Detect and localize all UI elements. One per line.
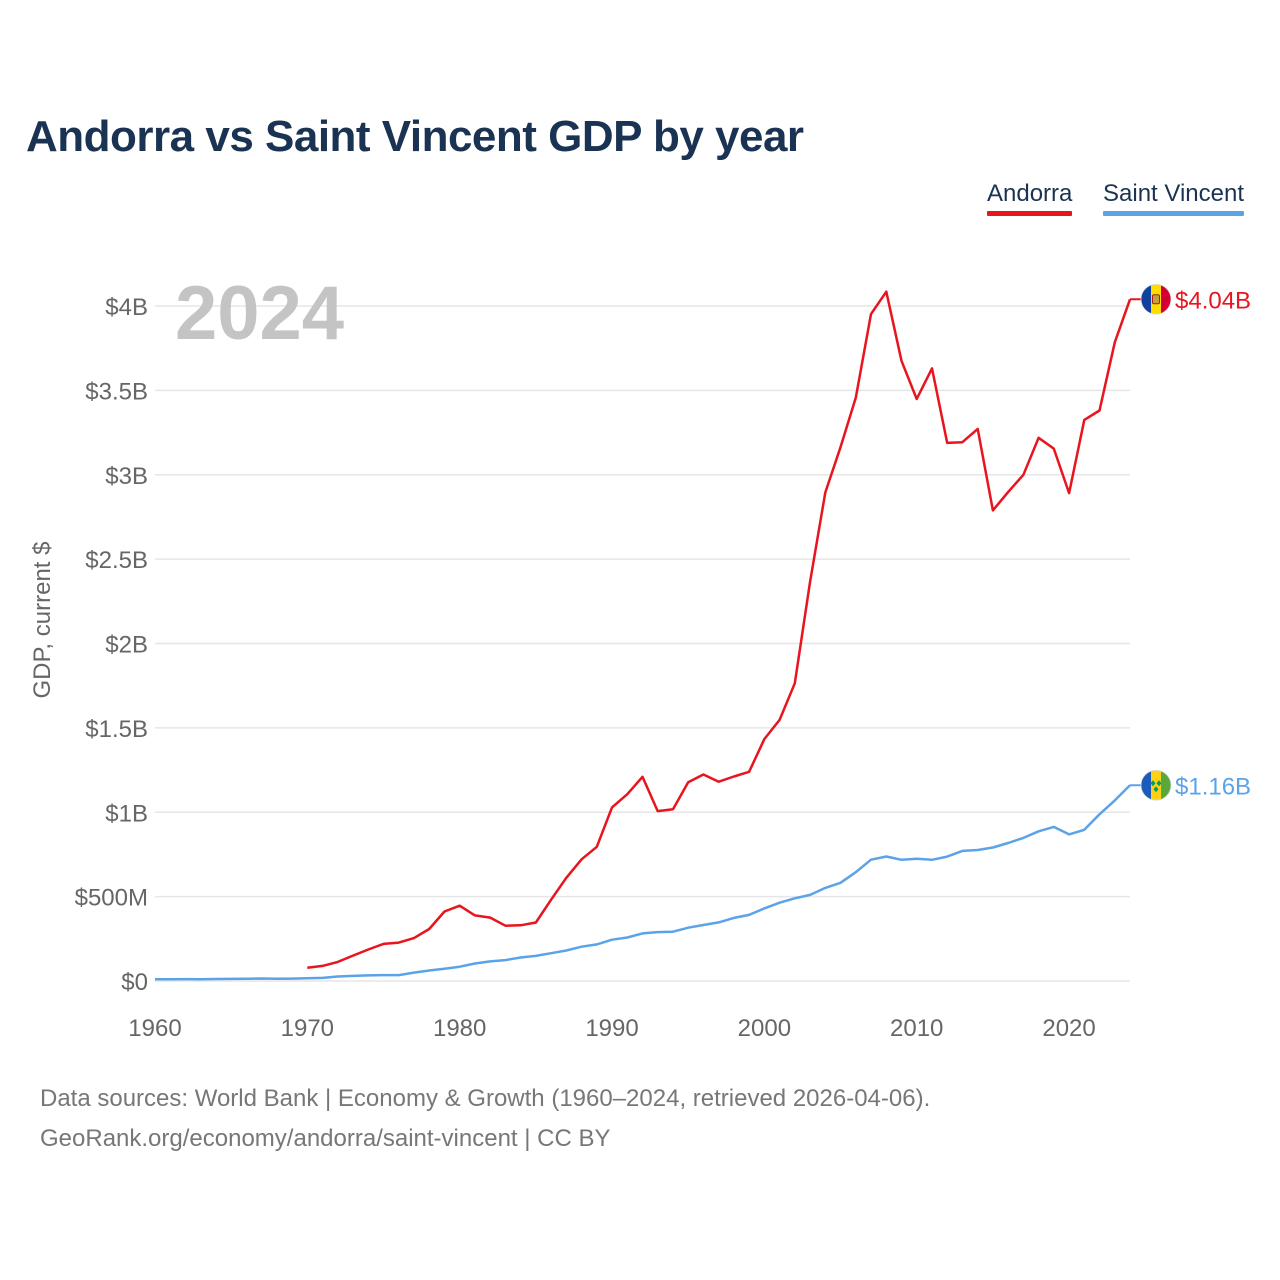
y-axis-label: GDP, current $ [29,542,56,699]
x-tick-label: 1960 [128,1015,181,1042]
legend-swatch-andorra [987,211,1073,216]
legend-item-saint-vincent[interactable]: Saint Vincent [1103,180,1244,216]
x-tick-label: 1980 [433,1015,486,1042]
x-tick-label: 1990 [585,1015,638,1042]
y-tick-label: $500M [75,885,148,912]
y-tick-label: $2.5B [85,547,148,574]
y-tick-label: $3B [105,463,148,490]
x-tick-label: 1970 [281,1015,334,1042]
series-line-saint-vincent [154,784,1131,981]
y-tick-label: $2B [105,632,148,659]
legend-swatch-saint-vincent [1103,211,1244,216]
x-tick-label: 2020 [1042,1015,1095,1042]
year-watermark: 2024 [175,271,344,356]
y-tick-label: $0 [121,969,148,996]
end-value-label-andorra: $4.04B [1175,287,1251,314]
legend-label-andorra: Andorra [987,180,1073,207]
series-line-andorra [307,290,1132,969]
y-tick-label: $3.5B [85,378,148,405]
chart-title: Andorra vs Saint Vincent GDP by year [26,112,804,161]
andorra-flag-icon [1140,283,1172,315]
y-tick-label: $1.5B [85,716,148,743]
y-tick-label: $1B [105,800,148,827]
x-tick-label: 2000 [738,1015,791,1042]
legend-item-andorra[interactable]: Andorra [987,180,1073,216]
saint-vincent-flag-icon [1140,769,1172,801]
x-tick-label: 2010 [890,1015,943,1042]
footer-credit: GeoRank.org/economy/andorra/saint-vincen… [40,1125,611,1152]
end-value-label-saint-vincent: $1.16B [1175,773,1251,800]
footer-sources: Data sources: World Bank | Economy & Gro… [40,1085,931,1112]
legend-label-saint-vincent: Saint Vincent [1103,180,1244,207]
y-tick-label: $4B [105,294,148,321]
